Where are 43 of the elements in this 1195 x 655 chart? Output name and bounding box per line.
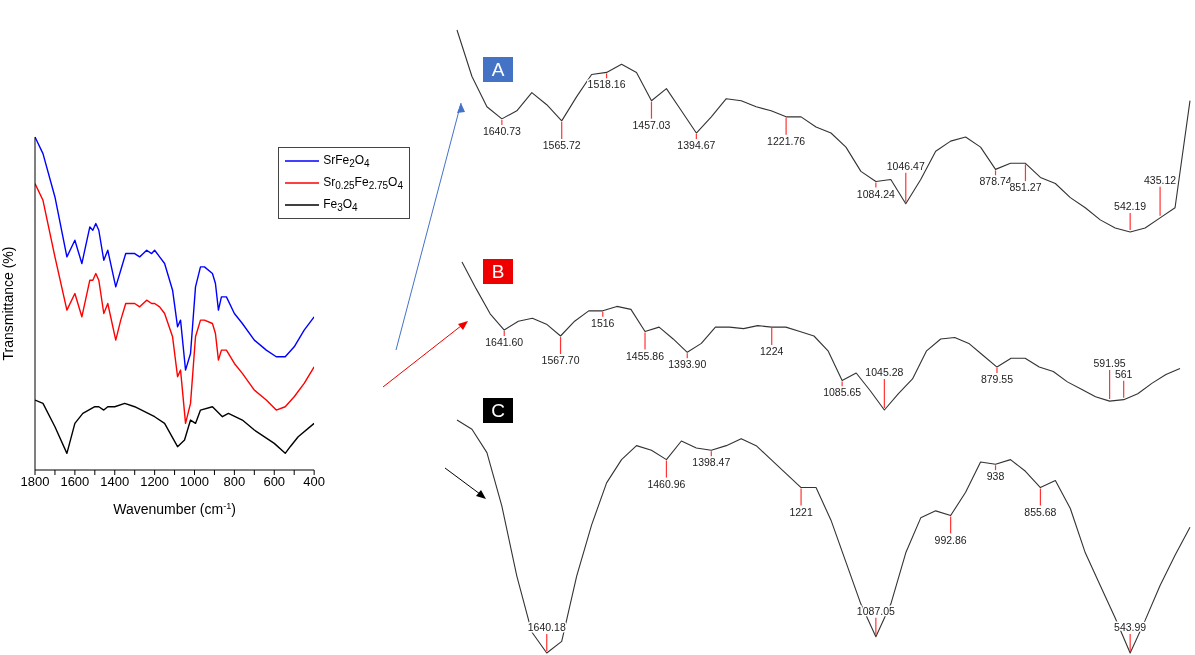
legend-label: Fe$_{3}$O$_{4}$ [323,196,358,214]
x-tick-label: 561 [1114,367,1133,380]
x-tick-label: 938 [986,470,1005,483]
x-tick-label: 400 [303,474,325,490]
x-tick-label: 855.68 [1024,505,1057,518]
x-tick-label: 1000 [180,474,209,490]
x-tick-label: 992.86 [934,533,967,546]
x-tick-label: 1516 [591,316,615,329]
x-tick-label: 1400 [100,474,130,490]
x-tick-label: 1085.65 [823,386,862,399]
legend-label: Sr$_{0.25}$Fe$_{2.75}$O$_{4}$ [323,174,403,192]
x-tick-label: 1394.67 [677,139,716,152]
x-tick-label: 1641.60 [485,336,524,349]
chart-title: B [483,259,513,284]
x-tick-label: 1046.47 [886,159,925,172]
x-tick-label: 1393.90 [668,358,707,371]
x-tick-label: 1800 [20,474,50,490]
x-tick-label: 1200 [140,474,170,490]
x-tick-label: 600 [263,474,286,490]
x-axis-title: Wavenumber (cm$^{-1}$) [113,501,236,517]
x-tick-label: 542.19 [1114,200,1147,212]
text: A [483,57,513,82]
x-tick-label: 1640.73 [482,124,522,137]
x-tick-label: 1518.16 [587,78,626,91]
x-tick-label: 1084.24 [856,187,895,200]
x-tick-label: 1455.86 [626,349,665,362]
y-axis-title: Transmittance (%) [0,246,16,361]
x-tick-label: 800 [223,474,246,490]
x-tick-label: 1460.96 [647,477,686,490]
x-tick-label: 1567.70 [541,354,580,366]
x-tick-label: 1224 [760,345,784,358]
x-tick-label: 435.12 [1144,173,1177,186]
x-tick-label: 1221 [789,505,813,518]
chart-title: C [483,398,513,423]
x-tick-label: 591.95 [1093,357,1126,370]
x-tick-label: 1045.28 [865,366,904,378]
x-tick-label: 1221.76 [767,134,806,147]
x-tick-label: 1600 [60,474,90,490]
x-tick-label: 1457.03 [632,118,671,131]
x-tick-label: 1565.72 [542,138,581,151]
x-tick-label: 879.55 [980,373,1014,386]
legend-label: SrFe$_{2}$O$_{4}$ [323,152,370,170]
x-tick-label: 1398.47 [692,456,731,469]
